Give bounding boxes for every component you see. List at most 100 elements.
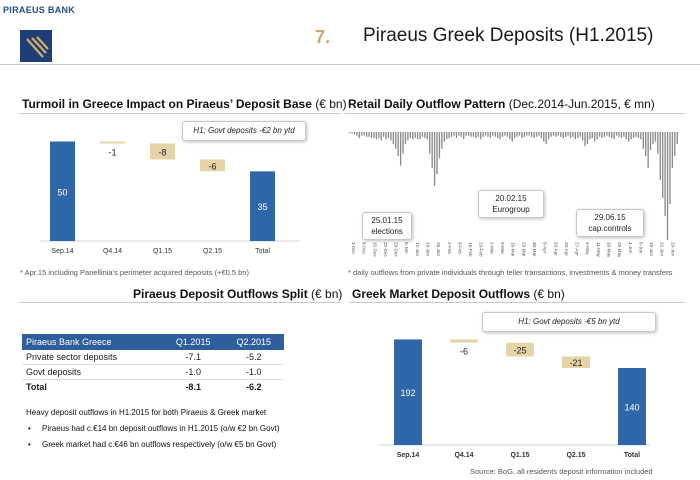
daily-outflow-bar (460, 132, 462, 137)
daily-outflow-bar (467, 132, 470, 136)
daily-outflow-bar (574, 132, 576, 140)
waterfall-category-label: Total (624, 452, 640, 459)
daily-date-label: 23-Feb (479, 242, 484, 257)
daily-outflow-bar (533, 132, 535, 138)
daily-outflow-bar (603, 132, 606, 137)
daily-outflow-bar (399, 132, 402, 166)
daily-outflow-bar (623, 132, 625, 137)
daily-outflow-bar (664, 132, 666, 216)
daily-date-label: 4-May (585, 242, 590, 255)
callout-cap-controls: 29.06.15 cap.controls (576, 209, 644, 237)
waterfall-category-label: Q2.15 (566, 452, 585, 459)
panel-br-underline (350, 302, 685, 303)
daily-outflow-bar (407, 132, 409, 141)
callout-elections: 25.01.15 elections (362, 212, 412, 240)
daily-outflow-bar (380, 132, 382, 141)
daily-outflow-bar (409, 132, 411, 138)
daily-outflow-bar (358, 132, 361, 138)
daily-outflow-bar (385, 132, 387, 140)
daily-date-label: 2-Feb (447, 242, 452, 254)
table-cell: -5.2 (223, 350, 284, 365)
daily-outflow-bar (349, 132, 351, 134)
daily-outflow-bar (526, 132, 528, 136)
daily-outflow-bar (596, 132, 598, 140)
piraeus-waterfall-chart: 50 Sep.14 -1 Q4.14 -8 Q1.15 -6 Q2.15 35 Total (40, 141, 300, 255)
daily-outflow-bar (579, 132, 581, 137)
daily-outflow-bar (540, 132, 543, 138)
daily-outflow-bar (446, 132, 448, 140)
daily-outflow-bar (594, 132, 596, 142)
table-cell: Govt deposits (22, 364, 163, 380)
daily-outflow-bar (516, 132, 518, 137)
panel-tr-underline (345, 113, 685, 114)
header-divider (0, 64, 700, 65)
waterfall-category-label: Q1.15 (510, 452, 529, 459)
table-header: Q2.2015 (223, 334, 284, 350)
daily-outflow-bar (431, 132, 433, 168)
daily-outflow-bar (659, 132, 661, 180)
daily-outflow-bar (652, 132, 654, 144)
panel-tl-title: Turmoil in Greece Impact on Piraeus’ Dep… (22, 97, 347, 111)
daily-outflow-bar (506, 132, 509, 137)
table-cell: -8.1 (162, 379, 224, 394)
daily-outflow-bar (669, 132, 671, 204)
daily-outflow-bar (530, 132, 533, 137)
daily-date-label: 8-Jun (638, 242, 643, 254)
daily-date-label: 6-Apr (543, 242, 548, 254)
daily-outflow-bar (552, 132, 555, 136)
daily-outflow-bar (615, 132, 618, 136)
daily-outflow-bar (433, 132, 436, 186)
daily-outflow-bar (482, 132, 484, 137)
daily-outflow-bar (441, 132, 443, 149)
daily-outflow-bar (484, 132, 487, 136)
daily-outflow-bar (637, 132, 640, 138)
waterfall-value-label: -8 (158, 147, 166, 157)
waterfall-bar (50, 141, 75, 241)
waterfall-bar (250, 171, 275, 241)
table-cell: -1.0 (223, 364, 284, 380)
panel-tl-footnote: * Apr.15 including Panellinia’s perimete… (20, 268, 249, 277)
panel-tl-underline (20, 113, 340, 114)
daily-date-label: 9-Feb (457, 242, 462, 254)
daily-outflow-bar (395, 132, 397, 149)
daily-outflow-bar (353, 132, 356, 135)
daily-outflow-bar (557, 132, 560, 136)
daily-outflow-bar (581, 132, 584, 141)
table-header: Q1.2015 (162, 334, 224, 350)
daily-date-label: 13-Apr (553, 242, 558, 256)
table-cell: Private sector deposits (22, 350, 163, 365)
daily-outflow-bar (518, 132, 521, 136)
waterfall-category-label: Sep.14 (51, 248, 73, 255)
daily-outflow-bar (608, 132, 610, 137)
daily-date-label: 5-Jan (404, 242, 409, 254)
waterfall-category-label: Q1.15 (153, 248, 172, 255)
daily-date-label: 2-Mar (489, 242, 494, 254)
daily-outflow-bar (589, 132, 591, 140)
waterfall-category-label: Total (255, 248, 270, 255)
daily-outflow-bar (429, 132, 431, 154)
daily-outflow-bar (642, 132, 644, 149)
daily-outflow-bar (378, 132, 380, 138)
waterfall-bar (450, 339, 478, 343)
daily-outflow-bar (477, 132, 479, 137)
daily-outflow-bar (450, 132, 453, 137)
daily-date-label: 15-Dec (372, 242, 377, 258)
daily-outflow-bar (572, 132, 574, 137)
daily-outflow-bar (402, 132, 404, 154)
daily-outflow-bar (397, 132, 399, 156)
daily-outflow-bar (501, 132, 504, 137)
daily-outflow-bar (414, 132, 416, 138)
daily-outflow-bar (387, 132, 390, 138)
waterfall-value-label: 140 (624, 403, 639, 413)
waterfall-category-label: Q2.15 (203, 248, 222, 255)
daily-outflow-bar (421, 132, 424, 137)
table-header: Piraeus Bank Greece (22, 334, 163, 350)
daily-outflow-bar (492, 132, 494, 136)
daily-date-label: 16-Mar (511, 242, 516, 257)
daily-outflow-bar (666, 132, 669, 240)
daily-outflow-bar (606, 132, 608, 136)
daily-outflow-bar (521, 132, 523, 138)
daily-date-label: 1-Dec (351, 242, 356, 255)
slide-number: 7. (315, 27, 331, 47)
daily-outflow-bar (458, 132, 460, 136)
